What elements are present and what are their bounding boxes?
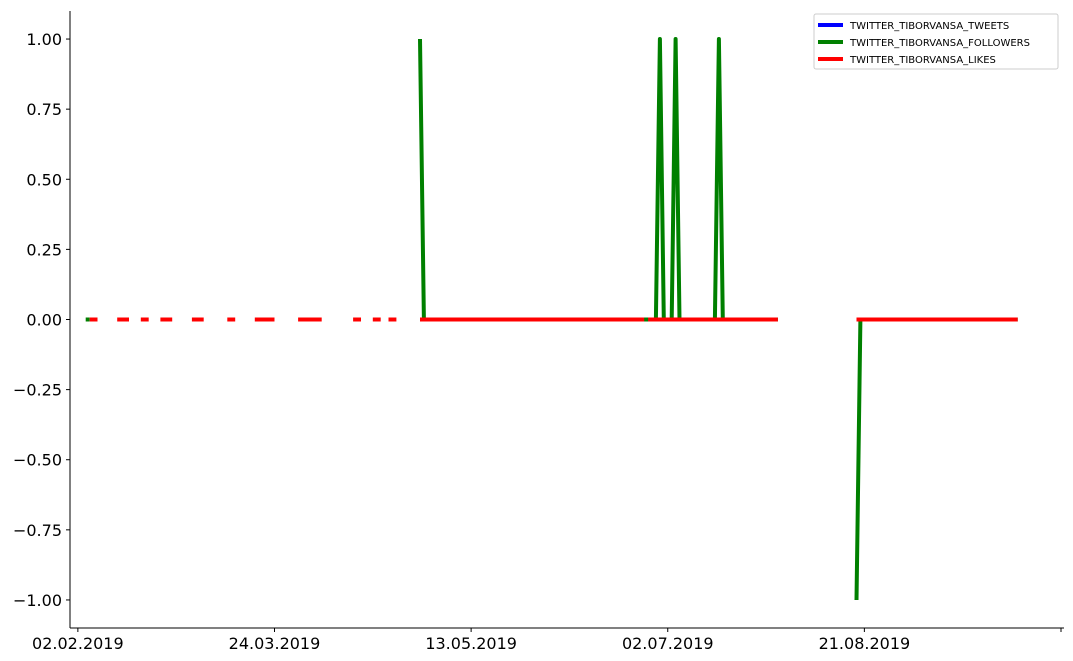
legend-label: TWITTER_TIBORVANSA_LIKES — [849, 55, 996, 66]
y-tick-label: 1.00 — [26, 30, 62, 49]
y-tick-label: 0.75 — [26, 100, 62, 119]
y-tick-label: −0.75 — [13, 521, 62, 540]
x-ticks: 02.02.2019 24.03.2019 13.05.2019 02.07.2019… — [32, 628, 1062, 653]
series-layer — [85, 37, 1018, 601]
x-tick-label: 13.05.2019 — [425, 634, 517, 653]
y-tick-label: −0.25 — [13, 381, 62, 400]
y-tick-label: 0.25 — [26, 240, 62, 259]
x-tick-label: 24.03.2019 — [229, 634, 321, 653]
y-tick-label: −1.00 — [13, 591, 62, 610]
legend-label: TWITTER_TIBORVANSA_FOLLOWERS — [849, 38, 1030, 49]
y-ticks: 1.00 0.75 0.50 0.25 0.00 −0.25 −0.50 −0.75 −1.00 — [13, 30, 70, 610]
y-tick-label: 0.50 — [26, 170, 62, 189]
legend-label: TWITTER_TIBORVANSA_TWEETS — [849, 21, 1009, 32]
legend: TWITTER_TIBORVANSA_TWEETS TWITTER_TIBORVA… — [813, 13, 1059, 70]
series-1-line-2 — [854, 317, 1018, 601]
x-tick-label: 21.08.2019 — [819, 634, 911, 653]
legend-box — [813, 13, 1059, 70]
series-1-line-1 — [418, 37, 778, 322]
legend-entries: TWITTER_TIBORVANSA_TWEETS TWITTER_TIBORVA… — [818, 21, 1030, 66]
y-tick-label: −0.50 — [13, 451, 62, 470]
x-tick-label: 02.07.2019 — [622, 634, 714, 653]
x-tick-label: 02.02.2019 — [32, 634, 124, 653]
y-tick-label: 0.00 — [26, 311, 62, 330]
